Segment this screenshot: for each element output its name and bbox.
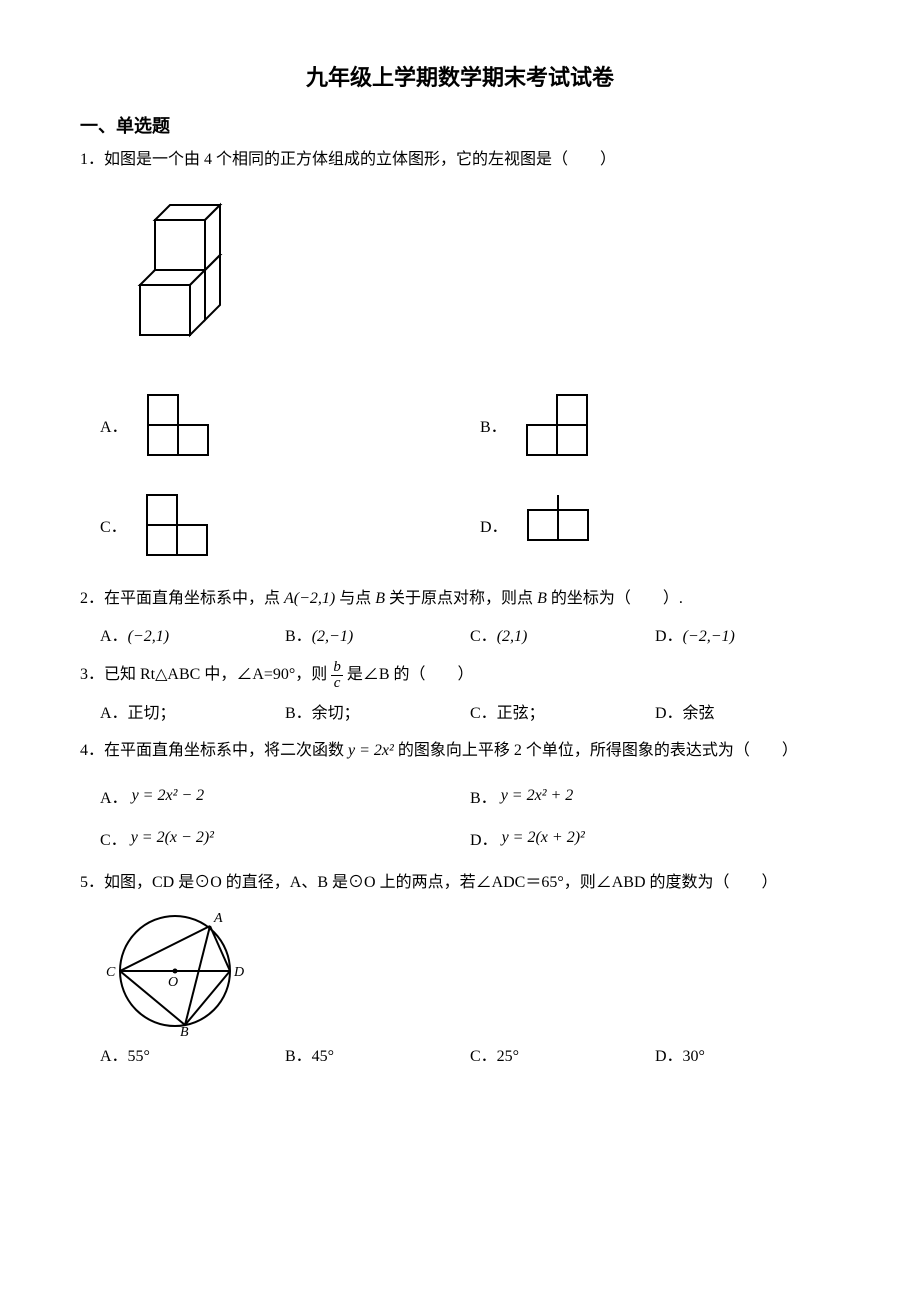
page-title: 九年级上学期数学期末考试试卷: [80, 60, 840, 92]
q2-option-d: D．(−2,−1): [655, 622, 840, 646]
q3-option-c: C．正弦；: [470, 699, 655, 723]
q4-option-b: B． y = 2x² + 2: [470, 781, 840, 811]
q4-optc-v: y = 2(x − 2)²: [131, 829, 214, 847]
q4-opta-l: A．: [100, 784, 128, 808]
q1-options: A． B． C． D．: [80, 375, 840, 575]
q5-option-b: B．45°: [285, 1042, 470, 1066]
q2-stem-a: 2．在平面直角坐标系中，点: [80, 590, 284, 607]
q4-option-a: A． y = 2x² − 2: [100, 781, 470, 811]
q2-B-var2: B: [537, 590, 547, 607]
q1-stem: 1．如图是一个由 4 个相同的正方体组成的立体图形，它的左视图是（ ）: [80, 146, 840, 175]
q3-option-a: A．正切；: [100, 699, 285, 723]
q1-option-b-label: B．: [480, 413, 507, 437]
q5-option-c: C．25°: [470, 1042, 655, 1066]
q2-optd-l: D．: [655, 628, 683, 645]
q2-stem: 2．在平面直角坐标系中，点 A(−2,1) 与点 B 关于原点对称，则点 B 的…: [80, 585, 840, 614]
q2-A-expr: A(−2,1): [284, 590, 335, 607]
q4-optb-l: B．: [470, 784, 497, 808]
q5-options: A．55° B．45° C．25° D．30°: [100, 1042, 840, 1066]
q4-optc-l: C．: [100, 826, 127, 850]
q1-option-b: B．: [460, 390, 840, 460]
q1-option-a-label: A．: [100, 413, 128, 437]
q5-option-d: D．30°: [655, 1042, 840, 1066]
section-header-1: 一、单选题: [80, 112, 840, 138]
q2-option-b: B．(2,−1): [285, 622, 470, 646]
q2-option-c: C．(2,1): [470, 622, 655, 646]
q1-option-c-icon: [137, 490, 237, 560]
q3-frac-num: b: [331, 660, 343, 676]
q3-option-d: D．余弦: [655, 699, 840, 723]
q4-stem-b: 的图象向上平移 2 个单位，所得图象的表达式为（ ）: [398, 742, 798, 759]
q2-stem-d: 的坐标为（ ）.: [551, 590, 683, 607]
q2-optd-v: (−2,−1): [683, 628, 735, 645]
q2-option-a: A．(−2,1): [100, 622, 285, 646]
q2-stem-c: 关于原点对称，则点: [389, 590, 537, 607]
q1-option-d-label: D．: [480, 513, 508, 537]
q5-option-a: A．55°: [100, 1042, 285, 1066]
q4-opta-v: y = 2x² − 2: [132, 787, 205, 805]
q1-option-a: A．: [80, 390, 460, 460]
q4-optd-v: y = 2(x + 2)²: [502, 829, 585, 847]
q3-options: A．正切； B．余切； C．正弦； D．余弦: [100, 699, 840, 723]
q3-stem: 3．已知 Rt△ABC 中，∠A=90°，则 b c 是∠B 的（ ）: [80, 660, 840, 691]
q2-optc-l: C．: [470, 628, 497, 645]
q3-fraction: b c: [331, 660, 343, 691]
q5-label-C: C: [106, 965, 116, 980]
q2-opta-v: (−2,1): [128, 628, 169, 645]
q1-option-d-icon: [518, 490, 618, 560]
q5-figure: A C D O B: [100, 906, 840, 1036]
q2-optb-v: (2,−1): [312, 628, 353, 645]
cube-stack-icon: [120, 185, 250, 355]
q2-opta-l: A．: [100, 628, 128, 645]
q2-optb-l: B．: [285, 628, 312, 645]
q4-option-d: D． y = 2(x + 2)²: [470, 823, 840, 853]
q3-frac-den: c: [331, 676, 343, 691]
q5-label-D: D: [233, 965, 244, 980]
q5-stem: 5．如图，CD 是⊙O 的直径，A、B 是⊙O 上的两点，若∠ADC＝65°，则…: [80, 869, 840, 898]
q4-expr: y = 2x²: [348, 742, 394, 759]
q2-stem-b: 与点: [339, 590, 375, 607]
q1-option-d: D．: [460, 490, 840, 560]
circle-diagram-icon: A C D O B: [100, 906, 260, 1036]
q4-option-c: C． y = 2(x − 2)²: [100, 823, 470, 853]
q2-options: A．(−2,1) B．(2,−1) C．(2,1) D．(−2,−1): [100, 622, 840, 646]
q4-stem: 4．在平面直角坐标系中，将二次函数 y = 2x² 的图象向上平移 2 个单位，…: [80, 737, 840, 766]
q4-stem-a: 4．在平面直角坐标系中，将二次函数: [80, 742, 348, 759]
q4-optb-v: y = 2x² + 2: [501, 787, 574, 805]
q4-optd-l: D．: [470, 826, 498, 850]
q2-optc-v: (2,1): [497, 628, 528, 645]
q3-option-b: B．余切；: [285, 699, 470, 723]
q1-option-a-icon: [138, 390, 238, 460]
q3-stem-b: 是∠B 的（ ）: [347, 666, 474, 683]
q1-option-b-icon: [517, 390, 617, 460]
q5-label-B: B: [180, 1025, 189, 1036]
q3-stem-a: 3．已知 Rt△ABC 中，∠A=90°，则: [80, 666, 327, 683]
q2-B-var: B: [375, 590, 385, 607]
q1-main-figure: [120, 185, 840, 355]
q5-label-O: O: [168, 975, 178, 990]
q1-option-c: C．: [80, 490, 460, 560]
q5-label-A: A: [213, 911, 223, 926]
q4-options: A． y = 2x² − 2 B． y = 2x² + 2 C． y = 2(x…: [100, 775, 840, 859]
q1-option-c-label: C．: [100, 513, 127, 537]
